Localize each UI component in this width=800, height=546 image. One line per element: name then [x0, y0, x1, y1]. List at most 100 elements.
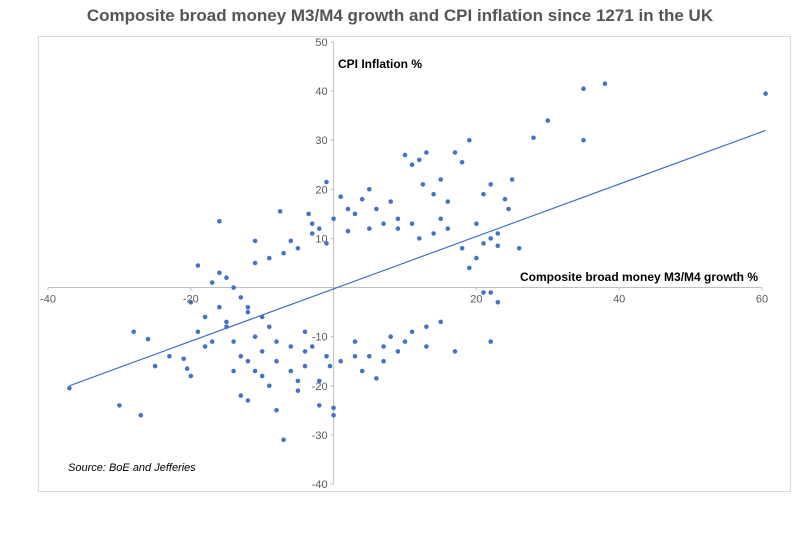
- y-tick-label: 50: [315, 37, 327, 49]
- data-point: [438, 177, 444, 182]
- x-tick-label: 40: [613, 294, 625, 306]
- data-point: [209, 280, 215, 285]
- data-point: [417, 236, 422, 241]
- data-point: [481, 290, 486, 295]
- y-tick-label: 30: [315, 135, 327, 147]
- data-point: [495, 231, 501, 236]
- data-point: [306, 211, 311, 217]
- data-point: [424, 324, 429, 330]
- y-tick-label: 40: [315, 86, 327, 98]
- data-point: [317, 403, 322, 408]
- data-point: [302, 329, 308, 335]
- y-tick-label: -20: [312, 381, 328, 393]
- data-point: [395, 226, 401, 231]
- data-point: [502, 196, 508, 202]
- data-point: [409, 162, 415, 168]
- data-point: [388, 199, 394, 204]
- data-point: [217, 219, 222, 224]
- data-point: [359, 368, 365, 374]
- data-point: [395, 216, 401, 222]
- data-point: [431, 231, 436, 236]
- data-point: [381, 221, 386, 226]
- data-point: [424, 150, 429, 155]
- data-point: [352, 339, 358, 344]
- data-point: [445, 199, 451, 204]
- data-point: [381, 344, 386, 349]
- data-point: [324, 241, 329, 246]
- trendline: [69, 129, 766, 387]
- data-point: [245, 304, 251, 310]
- data-point: [409, 329, 415, 335]
- data-point: [238, 295, 244, 300]
- data-point: [545, 118, 551, 123]
- data-point: [581, 86, 586, 91]
- data-point: [309, 344, 315, 349]
- data-point: [288, 344, 294, 349]
- data-point: [267, 255, 272, 261]
- data-point: [302, 363, 308, 369]
- data-point: [531, 135, 536, 141]
- data-point: [295, 246, 301, 251]
- data-point: [267, 383, 272, 389]
- data-point: [188, 373, 194, 379]
- data-point: [231, 285, 236, 290]
- data-point: [420, 182, 426, 187]
- data-point: [481, 191, 486, 197]
- data-point: [445, 226, 451, 231]
- data-point: [259, 373, 265, 379]
- data-point: [224, 275, 229, 281]
- y-tick-label: -10: [312, 332, 328, 344]
- source-note: Source: BoE and Jefferies: [68, 462, 196, 474]
- data-point: [281, 437, 286, 443]
- data-point: [345, 206, 351, 212]
- data-point: [295, 388, 301, 394]
- data-point: [417, 157, 422, 163]
- data-point: [188, 300, 194, 305]
- data-point: [274, 358, 279, 364]
- data-point: [217, 304, 222, 310]
- data-point: [488, 236, 494, 241]
- data-point: [245, 309, 251, 315]
- data-point: [245, 358, 251, 364]
- data-point: [509, 177, 515, 182]
- data-point: [202, 344, 208, 349]
- x-tick-label: -20: [183, 294, 199, 306]
- data-point: [302, 349, 308, 354]
- y-tick-label: -40: [312, 479, 328, 491]
- data-point: [238, 354, 244, 359]
- data-point: [431, 191, 436, 197]
- data-point: [331, 412, 336, 418]
- data-point: [452, 349, 458, 354]
- data-point: [181, 356, 186, 362]
- chart-title: Composite broad money M3/M4 growth and C…: [86, 6, 714, 25]
- data-point: [327, 363, 333, 369]
- data-point: [145, 336, 151, 342]
- data-point: [259, 349, 265, 354]
- data-point: [388, 334, 394, 340]
- data-point: [488, 290, 494, 295]
- axes-layer: [47, 41, 763, 485]
- x-tick-label: 20: [470, 294, 482, 306]
- data-point: [495, 300, 501, 305]
- data-point: [409, 221, 415, 226]
- data-point: [252, 334, 258, 340]
- data-point: [288, 368, 294, 374]
- x-tick-label: -40: [40, 294, 56, 306]
- data-point: [367, 226, 372, 231]
- data-point: [324, 354, 329, 359]
- data-point: [381, 358, 386, 364]
- data-point: [202, 314, 208, 320]
- data-point: [374, 206, 379, 212]
- data-point: [402, 339, 408, 344]
- data-point: [474, 255, 479, 261]
- data-point: [495, 243, 501, 249]
- data-point: [438, 216, 444, 222]
- data-point: [274, 339, 279, 344]
- plot-area: [38, 36, 791, 492]
- data-point: [395, 349, 401, 354]
- data-point: [184, 366, 190, 371]
- data-point: [317, 378, 322, 384]
- data-point: [231, 339, 236, 344]
- labels-layer: -40 -20 20 40 60 -40 -30 -20 -10 10 20 30 40 50: [40, 37, 768, 491]
- data-point: [245, 398, 251, 403]
